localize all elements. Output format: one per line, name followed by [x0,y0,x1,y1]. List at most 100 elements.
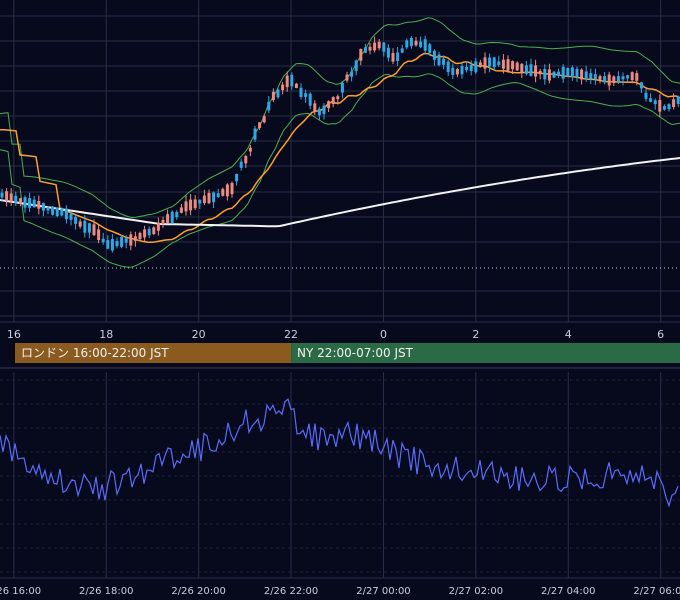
candle-body [189,199,193,211]
price-x-axis: 16 18 20 22 0 2 4 6 [7,328,664,341]
candle-body [239,161,243,168]
candle-body [488,57,492,67]
candle-body [60,208,64,216]
candle-body [147,228,151,236]
candle-body [612,76,616,84]
oscillator-x-axis: 2/26 16:00 2/26 18:00 2/26 20:00 2/26 22:00… [0,586,680,597]
candle-body [244,156,248,164]
candle-body [138,232,142,240]
candle-body [55,207,59,217]
candle-body [18,198,22,204]
candle-body [373,42,377,51]
candle-body [478,62,482,68]
candle-body [271,91,275,101]
candle-body [377,41,381,49]
candle-body [662,106,666,110]
candle-body [87,223,91,233]
candle-body [442,58,446,65]
candle-body [557,71,561,76]
candle-body [345,74,349,81]
candle-body [667,104,671,110]
candle-body [658,99,662,112]
candle-body [359,48,363,61]
candle-body [14,195,18,203]
candle-body [672,99,676,108]
candle-body [644,92,648,99]
candle-body [175,211,179,218]
candle-body [281,84,285,91]
candle-body [115,241,119,247]
moving-average-long-line [0,157,680,228]
candle-body [626,75,630,79]
price-x-tick-label: 6 [657,328,664,341]
candle-body [170,211,174,224]
candle-body [69,213,73,220]
candle-body [313,103,317,112]
candle-body [327,101,331,109]
candle-body [248,147,252,152]
candle-body [212,192,216,203]
candle-body [221,188,225,196]
candle-body [74,217,78,224]
candle-body [350,71,354,77]
session-band [15,343,292,363]
candle-body [28,198,32,208]
candle-body [561,66,565,79]
candle-body [143,229,147,238]
candle-body [497,61,501,66]
candle-body [570,67,574,77]
candle-body [202,195,206,204]
price-x-tick-label: 20 [192,328,206,341]
oscillator-grid [0,372,680,578]
candle-body [547,69,551,81]
candle-body [262,116,266,123]
session-bar: ロンドン 16:00-22:00 JST NY 22:00-07:00 JST [15,343,680,363]
candle-body [396,52,400,61]
candle-body [83,220,87,233]
candle-body [506,59,510,71]
candle-body [161,219,165,224]
candle-body [152,227,156,234]
candle-body [225,184,229,197]
candle-body [446,61,450,73]
price-grid [0,0,680,323]
candle-body [501,59,505,69]
candle-body [451,67,455,75]
oscillator-x-tick-label: 2/26 18:00 [79,586,133,597]
candle-body [391,53,395,62]
oscillator-x-tick-label: 2/27 06:00 [633,586,680,597]
candle-body [46,207,50,211]
candle-body [267,101,271,111]
candle-body [515,62,519,71]
candle-body [409,37,413,47]
candle-body [460,66,464,75]
candle-body [290,74,294,87]
candle-body [598,76,602,80]
candle-body [534,65,538,77]
candle-body [207,192,211,204]
candlesticks [0,35,680,253]
candle-body [184,201,188,212]
candle-body [524,65,528,74]
candle-body [414,40,418,46]
candle-body [566,67,570,77]
candle-body [129,234,133,246]
candle-body [428,44,432,53]
candle-body [258,122,262,128]
candle-body [469,64,473,72]
candle-body [64,208,68,220]
candle-body [354,60,358,71]
candle-body [340,82,344,93]
candle-body [0,192,4,198]
candle-body [133,236,137,241]
candle-body [120,236,124,247]
price-x-tick-label: 22 [284,328,298,341]
candle-body [32,199,36,208]
candle-body [432,50,436,60]
candle-body [584,71,588,80]
session-label: NY 22:00-07:00 JST [297,346,414,360]
candle-body [253,128,257,140]
session-band [291,343,680,363]
candle-body [386,47,390,58]
